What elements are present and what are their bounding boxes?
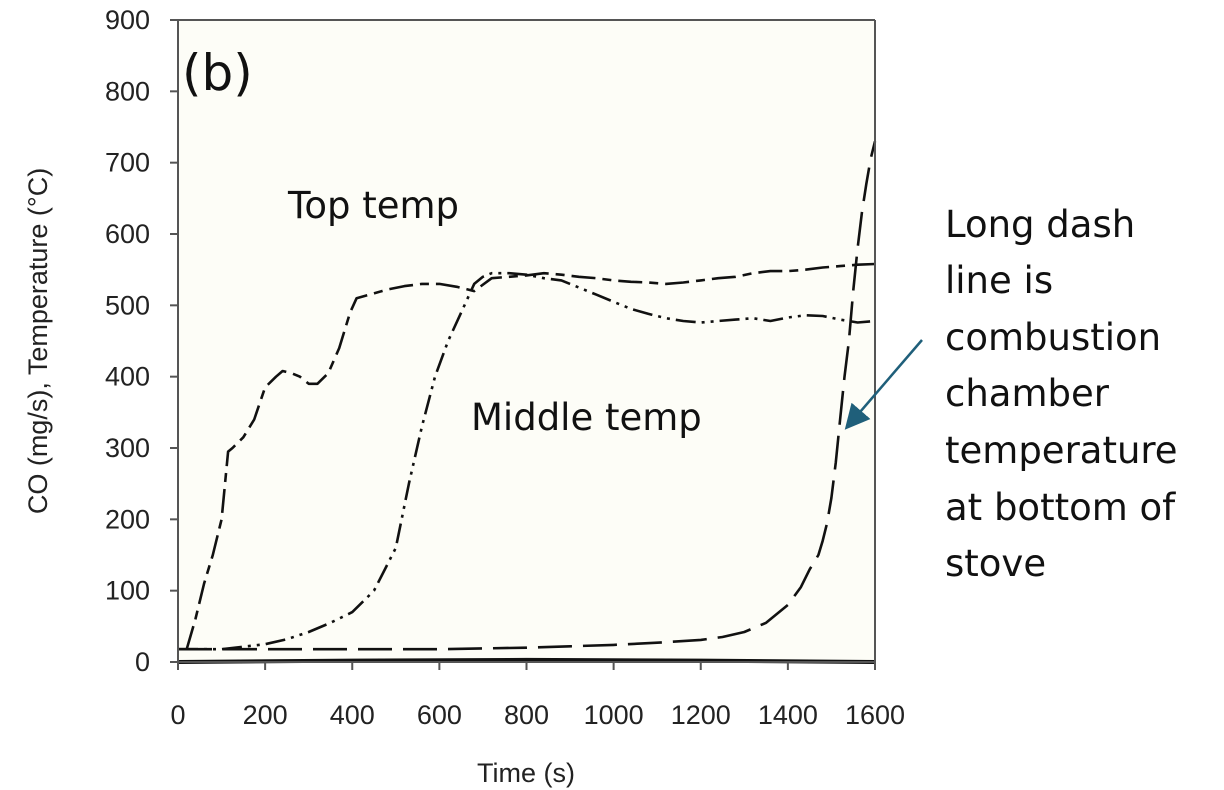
top-temp-label: Top temp <box>287 184 459 227</box>
x-tick-label: 1600 <box>845 700 905 730</box>
long-dash-line-2: line is <box>945 259 1053 302</box>
y-tick-label: 800 <box>105 76 150 106</box>
y-tick-label: 600 <box>105 219 150 249</box>
long-dash-line-1: Long dash <box>945 203 1135 246</box>
plot-area <box>178 20 875 662</box>
x-ticks: 0 200 400 600 800 1000 1200 1400 1600 <box>170 662 905 730</box>
annotation-arrow <box>844 339 923 430</box>
y-tick-label: 0 <box>135 647 150 677</box>
x-tick-label: 1000 <box>584 700 644 730</box>
x-tick-label: 0 <box>170 700 185 730</box>
x-tick-label: 1200 <box>671 700 731 730</box>
y-tick-label: 300 <box>105 433 150 463</box>
long-dash-line-7: stove <box>945 542 1046 585</box>
x-tick-label: 400 <box>330 700 375 730</box>
x-axis-title: Time (s) <box>477 758 575 788</box>
y-ticks: 0 100 200 300 400 500 600 700 800 900 <box>105 5 178 677</box>
y-tick-label: 900 <box>105 5 150 35</box>
series-line-top-temp <box>185 262 876 650</box>
y-tick-label: 500 <box>105 290 150 320</box>
panel-label: (b) <box>182 44 253 102</box>
series-line-combustion-chamber-temperature <box>178 140 877 651</box>
x-tick-label: 800 <box>504 700 549 730</box>
long-dash-line-3: combustion <box>945 316 1161 359</box>
x-tick-label: 1400 <box>758 700 818 730</box>
x-tick-label: 200 <box>243 700 288 730</box>
y-tick-label: 200 <box>105 504 150 534</box>
long-dash-annotation: Long dash line is combustion chamber tem… <box>945 203 1178 585</box>
long-dash-line-4: chamber <box>945 372 1110 415</box>
middle-temp-label: Middle temp <box>471 396 702 439</box>
long-dash-line-5: temperature <box>945 429 1178 472</box>
y-tick-label: 400 <box>105 362 150 392</box>
series-line-middle-temp <box>178 271 876 651</box>
y-tick-label: 700 <box>105 148 150 178</box>
x-tick-label: 600 <box>417 700 462 730</box>
y-tick-label: 100 <box>105 576 150 606</box>
y-axis-title: CO (mg/s), Temperature (°C) <box>23 168 53 514</box>
long-dash-line-6: at bottom of <box>945 486 1176 529</box>
